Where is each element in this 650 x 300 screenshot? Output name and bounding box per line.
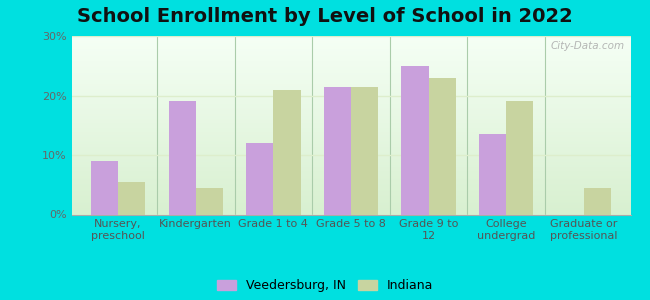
Bar — [196, 188, 223, 214]
Bar — [168, 101, 196, 214]
Legend: Veedersburg, IN, Indiana: Veedersburg, IN, Indiana — [217, 279, 433, 292]
Bar — [324, 87, 351, 214]
Bar — [479, 134, 506, 214]
Bar — [274, 90, 300, 214]
Bar — [584, 188, 611, 214]
Bar — [246, 143, 274, 214]
Bar — [506, 101, 534, 214]
Bar — [91, 161, 118, 214]
Text: School Enrollment by Level of School in 2022: School Enrollment by Level of School in … — [77, 8, 573, 26]
Bar — [402, 66, 428, 214]
Bar — [118, 182, 145, 214]
Bar — [351, 87, 378, 214]
Bar — [428, 78, 456, 214]
Text: City-Data.com: City-Data.com — [551, 41, 625, 51]
